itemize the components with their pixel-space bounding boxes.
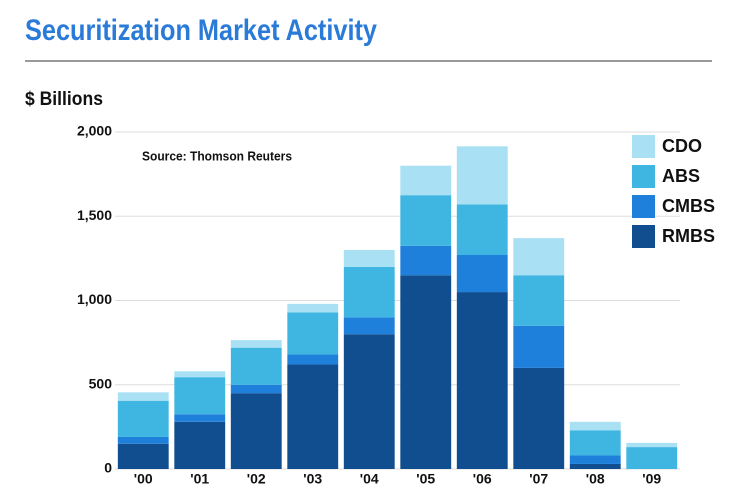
bar-segment (287, 303, 339, 313)
bar-segment (456, 146, 508, 205)
legend-label: CDO (662, 136, 702, 156)
y-tick-label: 1,500 (77, 207, 112, 223)
y-tick-label: 2,000 (77, 123, 112, 139)
bar-segment (626, 447, 678, 469)
bar-segment (569, 463, 621, 469)
chart-title: Securitization Market Activity (25, 14, 377, 47)
bar-segment (456, 204, 508, 256)
bar-segment (569, 430, 621, 456)
x-tick-label: '03 (303, 471, 322, 487)
x-tick-label: '08 (586, 471, 605, 487)
x-tick-label: '07 (529, 471, 548, 487)
y-tick-label: 1,000 (77, 291, 112, 307)
bar-segment (513, 275, 565, 326)
x-tick-label: '09 (642, 471, 661, 487)
bar-segment (174, 421, 226, 469)
x-tick-label: '00 (134, 471, 153, 487)
legend-swatch (632, 135, 655, 158)
bar-segment (513, 325, 565, 368)
legend-swatch (632, 165, 655, 188)
bar-segment (569, 455, 621, 464)
bar-segment (343, 334, 395, 469)
x-tick-label: '04 (360, 471, 379, 487)
bar-segment (230, 340, 282, 348)
bar-segment (626, 442, 678, 448)
legend-label: CMBS (662, 196, 715, 216)
x-tick-label: '01 (190, 471, 209, 487)
legend-label: RMBS (662, 226, 715, 246)
x-tick-label: '06 (473, 471, 492, 487)
bar-segment (400, 195, 452, 246)
y-tick-label: 500 (89, 375, 113, 391)
bar-segment (230, 347, 282, 385)
legend-swatch (632, 195, 655, 218)
bar-segment (117, 400, 169, 437)
bar-segment (287, 364, 339, 469)
legend-swatch (632, 225, 655, 248)
bar-segment (513, 367, 565, 469)
bar-segment (287, 312, 339, 355)
bar-segment (343, 249, 395, 267)
bar-segment (343, 266, 395, 318)
x-tick-label: '05 (416, 471, 435, 487)
bar-segment (343, 317, 395, 335)
bar-segment (174, 414, 226, 422)
bar-segment (400, 165, 452, 196)
bar-segment (117, 436, 169, 444)
annotation: Source: Thomson Reuters (142, 148, 292, 163)
bar-segment (230, 384, 282, 394)
bar-segment (230, 393, 282, 469)
bar-segment (287, 354, 339, 365)
bar-segment (400, 275, 452, 469)
bar-segment (569, 421, 621, 431)
y-axis-label: $ Billions (25, 89, 103, 110)
legend-label: ABS (662, 166, 700, 186)
bar-segment (513, 238, 565, 276)
bar-segment (174, 371, 226, 378)
bar-segment (117, 392, 169, 401)
y-tick-label: 0 (104, 460, 112, 476)
bar-segment (456, 292, 508, 469)
bar-segment (400, 245, 452, 276)
x-tick-label: '02 (247, 471, 266, 487)
bar-segment (117, 443, 169, 469)
bar-segment (456, 255, 508, 293)
bar-segment (174, 377, 226, 415)
